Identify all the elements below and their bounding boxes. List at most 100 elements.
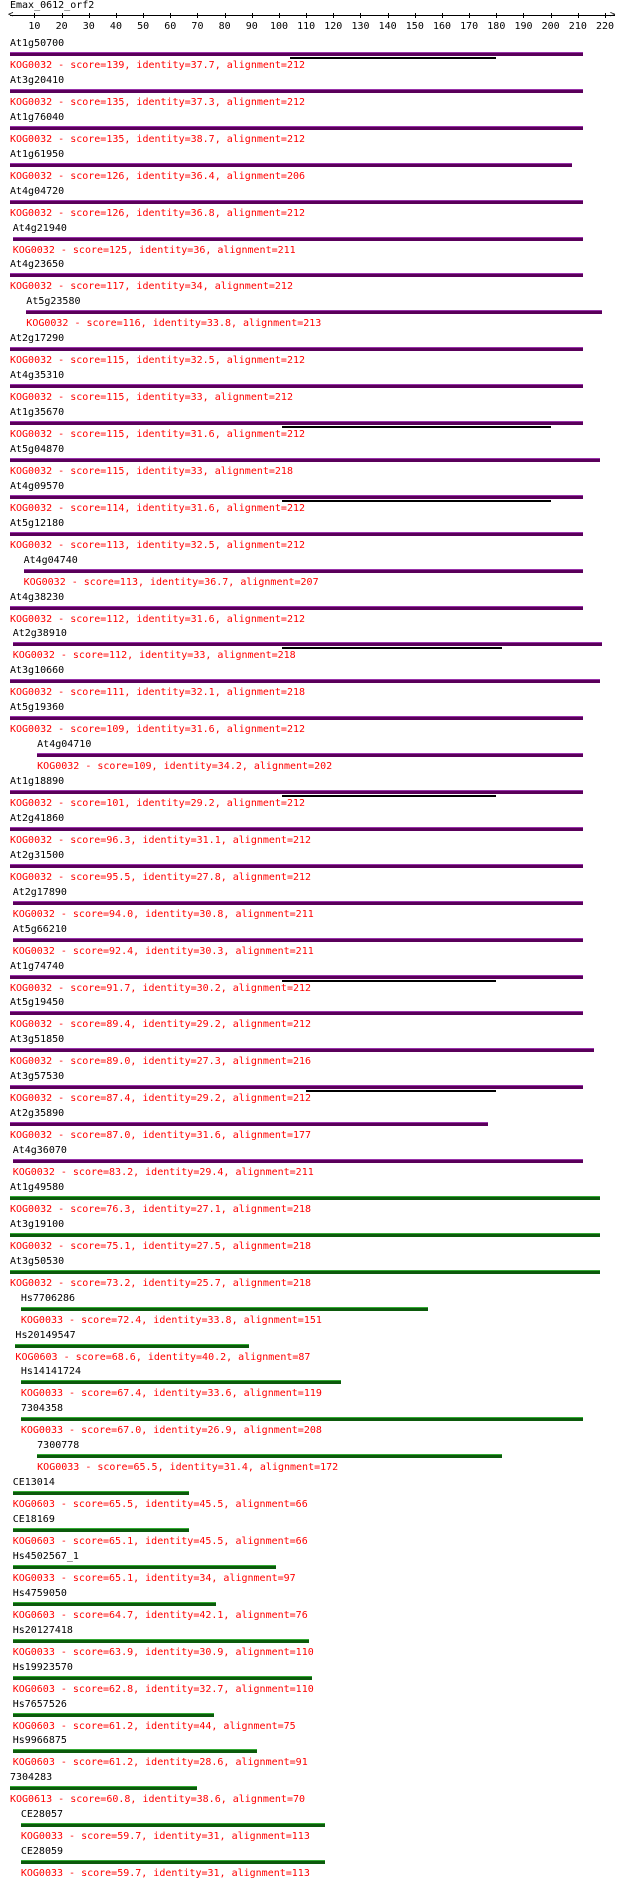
axis-left-arrow-icon: < (8, 10, 14, 20)
hit-info: KOG0032 - score=109, identity=34.2, alig… (37, 761, 333, 773)
hit-name: 7300778 (37, 1440, 80, 1452)
hit-bar (10, 974, 584, 979)
hit-name: Hs9966875 (12, 1735, 67, 1747)
hit-info: KOG0032 - score=91.7, identity=30.2, ali… (10, 982, 312, 994)
hit-info: KOG0032 - score=114, identity=31.6, alig… (10, 502, 306, 514)
hit-info: KOG0613 - score=60.8, identity=38.6, ali… (10, 1794, 306, 1806)
hit-name: CE13014 (12, 1477, 55, 1489)
hit-info: KOG0032 - score=115, identity=33, alignm… (10, 465, 293, 477)
hit-info: KOG0603 - score=65.5, identity=45.5, ali… (12, 1499, 308, 1511)
hit-info: KOG0032 - score=112, identity=33, alignm… (12, 650, 296, 662)
hit-info: KOG0603 - score=65.1, identity=45.5, ali… (12, 1536, 308, 1547)
hit-name: At4g35310 (10, 370, 65, 382)
hit-name: At3g19100 (10, 1218, 65, 1230)
hit-info: KOG0032 - score=101, identity=29.2, alig… (10, 798, 306, 809)
axis-tick-mark (170, 13, 172, 18)
hit-bar (12, 1638, 309, 1643)
hit-bar (20, 1823, 326, 1828)
hit-info: KOG0603 - score=61.2, identity=44, align… (12, 1720, 296, 1732)
hit-info: KOG0032 - score=135, identity=38.7, alig… (10, 133, 306, 145)
axis-tick-mark (577, 13, 579, 18)
hit-info: KOG0032 - score=115, identity=33, alignm… (10, 392, 293, 404)
axis-tick-mark (523, 13, 525, 18)
hit-name: 7304358 (20, 1403, 64, 1415)
hit-bar (10, 1085, 584, 1090)
hit-name: At1g76040 (10, 111, 65, 123)
axis-tick-mark (387, 13, 389, 18)
hit-info: KOG0032 - score=89.4, identity=29.2, ali… (10, 1019, 312, 1031)
hit-name: 7304283 (10, 1772, 53, 1784)
hit-name: At1g61950 (10, 148, 65, 160)
hit-bar (10, 88, 584, 93)
hit-name: At4g09570 (10, 480, 65, 492)
hit-info: KOG0032 - score=115, identity=31.6, alig… (10, 429, 306, 440)
hit-subsegment (281, 795, 497, 797)
axis-tick-mark (143, 13, 145, 18)
hit-info: KOG0032 - score=116, identity=33.8, alig… (26, 318, 322, 330)
axis-tick-label: 140 (378, 21, 397, 32)
hit-name: At3g57530 (10, 1071, 65, 1083)
axis-tick-mark (224, 13, 226, 18)
hit-info: KOG0032 - score=139, identity=37.7, alig… (10, 60, 306, 71)
hit-name: At4g21940 (12, 222, 67, 234)
hit-name: At2g35890 (10, 1108, 65, 1120)
hit-bar (10, 1048, 595, 1053)
hit-name: At1g18890 (10, 776, 65, 787)
hit-bar (10, 421, 584, 425)
hit-name: At2g17290 (10, 333, 65, 345)
hit-name: Hs20149547 (15, 1329, 76, 1341)
hit-name: At5g66210 (12, 923, 67, 935)
hit-bar (23, 568, 584, 573)
hit-info: KOG0032 - score=109, identity=31.6, alig… (10, 724, 306, 736)
hit-info: KOG0032 - score=89.0, identity=27.3, ali… (10, 1056, 312, 1068)
hit-name: Hs14141724 (20, 1366, 82, 1378)
hit-name: At2g41860 (10, 812, 65, 824)
hit-bar (10, 1232, 600, 1237)
hit-bar (10, 457, 600, 462)
axis-tick-mark (441, 13, 443, 18)
hit-bar (10, 679, 600, 684)
hit-info: KOG0032 - score=112, identity=31.6, alig… (10, 613, 306, 625)
hit-bar (12, 236, 584, 241)
hit-bar (12, 1712, 214, 1717)
hit-bar (12, 1528, 190, 1532)
axis-right-arrow-icon: > (610, 10, 616, 20)
hit-bar (20, 1306, 429, 1311)
hit-name: At5g12180 (10, 517, 65, 529)
hit-bar (10, 1269, 600, 1274)
axis-tick-label: 10 (28, 21, 41, 32)
hit-subsegment (281, 499, 551, 502)
hit-info: KOG0033 - score=67.4, identity=33.6, ali… (20, 1388, 322, 1400)
hit-info: KOG0603 - score=62.8, identity=32.7, ali… (12, 1683, 314, 1695)
axis-tick-mark (605, 13, 606, 18)
hit-subsegment (289, 57, 497, 59)
hit-bar (12, 1675, 312, 1680)
hit-name: At4g36070 (12, 1145, 67, 1156)
hit-name: At2g38910 (12, 628, 67, 640)
hit-info: KOG0032 - score=96.3, identity=31.1, ali… (10, 834, 312, 846)
hit-info: KOG0033 - score=59.7, identity=31, align… (20, 1831, 310, 1843)
hit-info: KOG0032 - score=75.1, identity=27.5, ali… (10, 1240, 312, 1252)
hit-info: KOG0032 - score=126, identity=36.4, alig… (10, 170, 306, 182)
hit-bar (10, 790, 584, 794)
hit-bar (10, 1122, 489, 1127)
hit-name: At5g23580 (26, 296, 81, 308)
hit-name: Hs7706286 (20, 1292, 76, 1304)
hit-name: At5g19360 (10, 702, 65, 714)
hit-info: KOG0032 - score=135, identity=37.3, alig… (10, 96, 306, 108)
hit-bar (10, 1011, 584, 1016)
hit-info: KOG0603 - score=64.7, identity=42.1, ali… (12, 1609, 308, 1621)
hit-name: Hs7657526 (12, 1698, 67, 1710)
hit-bar (20, 1417, 584, 1422)
hit-name: CE28059 (20, 1846, 64, 1858)
hit-bar (12, 937, 584, 942)
axis-tick-label: 50 (137, 21, 150, 32)
hit-info: KOG0032 - score=76.3, identity=27.1, ali… (10, 1203, 312, 1215)
hit-info: KOG0032 - score=113, identity=36.7, alig… (23, 576, 319, 588)
hit-info: KOG0033 - score=65.5, identity=31.4, ali… (37, 1462, 339, 1474)
hit-bar (10, 716, 584, 721)
hit-bar (10, 531, 584, 536)
hit-bar (10, 826, 584, 831)
axis-tick-mark (414, 13, 416, 18)
